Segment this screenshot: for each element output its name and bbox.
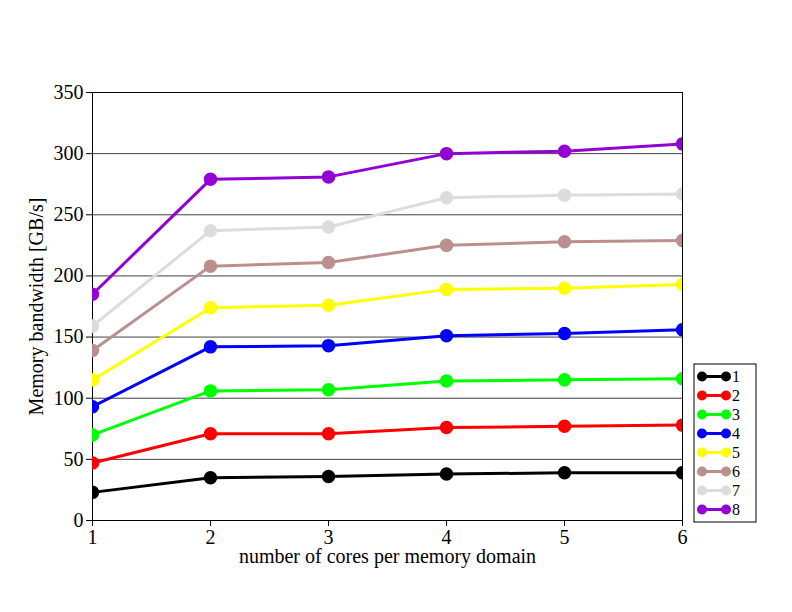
svg-text:3: 3 (732, 406, 740, 423)
svg-text:2: 2 (732, 387, 740, 404)
svg-text:100: 100 (54, 387, 84, 409)
svg-text:5: 5 (732, 444, 740, 461)
svg-text:350: 350 (54, 81, 84, 103)
svg-text:3: 3 (323, 525, 334, 548)
svg-text:50: 50 (64, 448, 84, 470)
svg-text:1: 1 (732, 368, 740, 385)
svg-text:150: 150 (54, 325, 84, 347)
svg-text:200: 200 (54, 264, 84, 286)
svg-text:2: 2 (206, 526, 216, 548)
svg-text:6: 6 (678, 526, 688, 548)
svg-text:number of cores per memory dom: number of cores per memory domain (239, 545, 536, 568)
svg-text:5: 5 (560, 526, 570, 548)
svg-text:0: 0 (74, 509, 84, 531)
svg-text:1: 1 (88, 526, 98, 548)
svg-text:8: 8 (732, 501, 740, 518)
svg-text:6: 6 (732, 463, 740, 480)
svg-text:4: 4 (732, 425, 740, 442)
svg-text:300: 300 (54, 142, 84, 164)
svg-text:Memory bandwidth [GB/s]: Memory bandwidth [GB/s] (25, 198, 48, 416)
svg-text:250: 250 (54, 203, 84, 225)
svg-text:7: 7 (732, 482, 740, 499)
svg-text:4: 4 (441, 525, 452, 548)
